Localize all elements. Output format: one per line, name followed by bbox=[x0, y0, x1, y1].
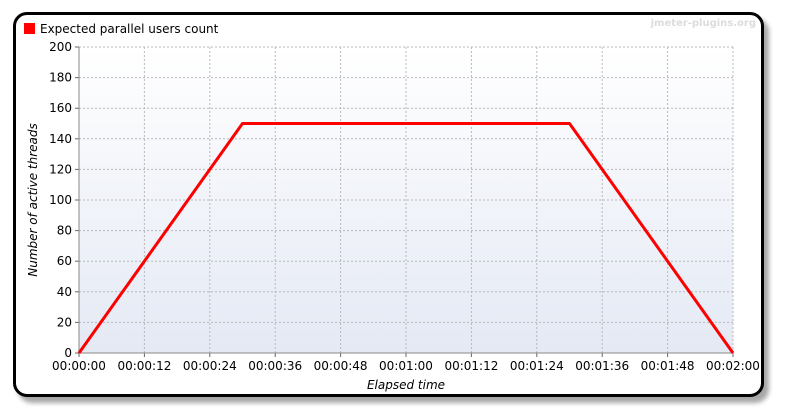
x-tick-label: 00:00:36 bbox=[248, 359, 302, 373]
x-axis-title: Elapsed time bbox=[367, 378, 445, 392]
y-tick-label: 40 bbox=[57, 285, 72, 299]
y-tick-label: 20 bbox=[57, 315, 72, 329]
x-tick-label: 00:00:12 bbox=[117, 359, 171, 373]
x-tick-label: 00:01:48 bbox=[641, 359, 695, 373]
y-tick-label: 60 bbox=[57, 254, 72, 268]
x-tick-label: 00:01:24 bbox=[510, 359, 564, 373]
y-tick-label: 100 bbox=[49, 193, 72, 207]
x-tick-label: 00:00:00 bbox=[52, 359, 106, 373]
series-line bbox=[77, 122, 735, 354]
legend: Expected parallel users count bbox=[24, 22, 219, 36]
legend-swatch bbox=[24, 23, 35, 34]
y-tick-label: 200 bbox=[49, 40, 72, 54]
chart-canvas: 0 20 40 60 80 100 120 140 160 180 200 00:00:00 00:00… bbox=[24, 18, 760, 392]
y-tick-label: 160 bbox=[49, 101, 72, 115]
chart-frame: 0 20 40 60 80 100 120 140 160 180 200 00:00:00 00:00… bbox=[13, 12, 764, 397]
y-axis-title: Number of active threads bbox=[26, 123, 40, 277]
tick-labels: 0 20 40 60 80 100 120 140 160 180 200 00:00:00 00:00… bbox=[49, 40, 760, 373]
y-tick-label: 120 bbox=[49, 162, 72, 176]
x-tick-label: 00:01:12 bbox=[444, 359, 498, 373]
legend-label: Expected parallel users count bbox=[40, 22, 219, 36]
watermark-text: jmeter-plugins.org bbox=[650, 18, 756, 29]
x-tick-label: 00:00:48 bbox=[314, 359, 368, 373]
y-tick-label: 180 bbox=[49, 71, 72, 85]
y-tick-label: 140 bbox=[49, 132, 72, 146]
series-layer bbox=[77, 122, 735, 354]
x-tick-label: 00:00:24 bbox=[183, 359, 237, 373]
x-tick-label: 00:01:00 bbox=[379, 359, 433, 373]
y-tick-label: 0 bbox=[64, 346, 72, 360]
x-tick-label: 00:01:36 bbox=[575, 359, 629, 373]
y-tick-label: 80 bbox=[57, 224, 72, 238]
axes bbox=[75, 46, 734, 357]
grid-lines bbox=[79, 46, 734, 353]
x-tick-label: 00:02:00 bbox=[706, 359, 760, 373]
